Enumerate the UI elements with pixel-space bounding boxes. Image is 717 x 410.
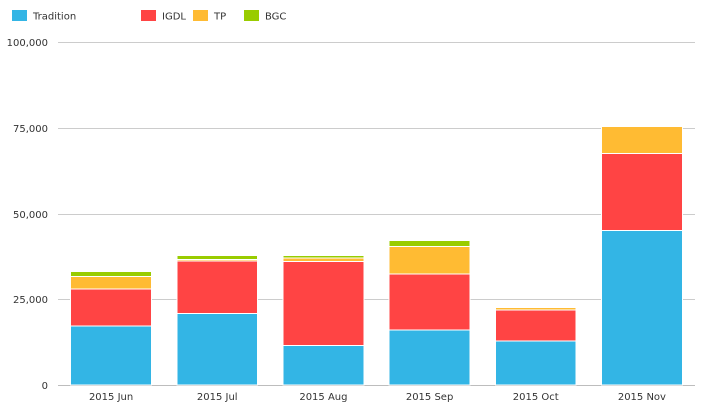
legend-swatch-tradition xyxy=(12,10,27,21)
bar-tradition-2015-oct xyxy=(494,340,577,386)
x-tick-label: 2015 Nov xyxy=(618,392,666,403)
legend-label-igdl: IGDL xyxy=(162,12,186,23)
y-tick-label: 0 xyxy=(42,381,48,392)
grid xyxy=(58,42,695,386)
y-axis: 0 25,000 50,000 75,000 100,000 xyxy=(7,38,48,392)
legend-label-tp: TP xyxy=(213,12,226,23)
bar-bgc-2015-sep xyxy=(388,240,471,247)
y-tick-label: 25,000 xyxy=(13,295,48,306)
bar-tp-2015-jun xyxy=(70,275,152,290)
bar-igdl-2015-aug xyxy=(282,261,365,347)
y-tick-label: 100,000 xyxy=(7,38,48,49)
bar-tradition-2015-jun xyxy=(70,325,152,386)
bar-igdl-2015-sep xyxy=(388,273,471,331)
bar-bgc-2015-aug xyxy=(282,255,365,259)
bar-tp-2015-aug xyxy=(282,257,365,263)
x-tick-label: 2015 Aug xyxy=(299,392,347,403)
bar-tp-2015-nov xyxy=(601,126,683,154)
legend: Tradition IGDL TP BGC xyxy=(12,10,286,23)
bar-igdl-2015-jul xyxy=(176,260,259,315)
legend-swatch-igdl xyxy=(141,10,156,21)
x-tick-label: 2015 Jul xyxy=(197,392,238,403)
x-tick-label: 2015 Oct xyxy=(513,392,559,403)
bar-bgc-2015-oct xyxy=(494,305,577,308)
bar-bgc-2015-jun xyxy=(70,270,152,277)
y-tick-label: 50,000 xyxy=(13,210,48,221)
x-axis: 2015 Jun 2015 Jul 2015 Aug 2015 Sep 2015 Oct… xyxy=(89,392,666,403)
bar-tp-2015-sep xyxy=(388,245,471,275)
bar-igdl-2015-nov xyxy=(601,152,683,232)
legend-label-bgc: BGC xyxy=(265,12,286,23)
bar-igdl-2015-oct xyxy=(494,309,577,342)
legend-swatch-bgc xyxy=(244,10,259,21)
y-tick-label: 75,000 xyxy=(13,124,48,135)
bar-tradition-2015-aug xyxy=(282,345,365,386)
bar-bgc-2015-jul xyxy=(176,255,259,260)
bar-igdl-2015-jun xyxy=(70,288,152,327)
bar-tradition-2015-sep xyxy=(388,329,471,386)
legend-swatch-tp xyxy=(193,10,208,21)
bar-tradition-2015-jul xyxy=(176,313,259,386)
legend-label-tradition: Tradition xyxy=(32,12,76,23)
bar-tradition-2015-nov xyxy=(601,230,683,386)
x-tick-label: 2015 Sep xyxy=(406,392,453,403)
bars xyxy=(70,126,683,386)
x-tick-label: 2015 Jun xyxy=(89,392,133,403)
